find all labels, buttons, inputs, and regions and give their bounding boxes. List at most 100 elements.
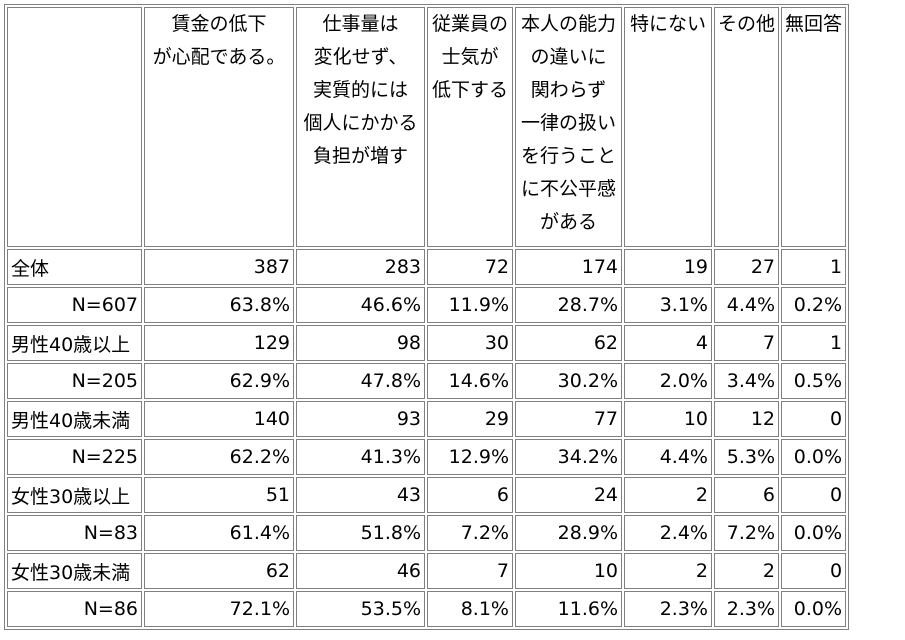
header-cell-unfairness: 本人の能力 の違いに 関わらず 一律の扱い を行うこと に不公平感 がある [515,7,622,247]
count-cell: 93 [296,401,425,437]
percent-cell: 0.0% [781,439,847,475]
percent-cell: 7.2% [427,515,513,551]
count-cell: 0 [781,477,847,513]
count-cell: 77 [515,401,622,437]
count-cell: 129 [144,325,294,361]
percent-cell: 61.4% [144,515,294,551]
count-cell: 43 [296,477,425,513]
sample-size-label: N=225 [7,439,142,475]
group-label: 女性30歳未満 [7,553,142,589]
table-row: 女性30歳以上 51 43 6 24 2 6 0 [7,477,847,513]
count-cell: 0 [781,553,847,589]
count-cell: 46 [296,553,425,589]
table-row: N=607 63.8% 46.6% 11.9% 28.7% 3.1% 4.4% 0.2% [7,287,847,323]
percent-cell: 7.2% [714,515,780,551]
percent-cell: 5.3% [714,439,780,475]
table-row: 女性30歳未満 62 46 7 10 2 2 0 [7,553,847,589]
count-cell: 140 [144,401,294,437]
percent-cell: 3.1% [624,287,712,323]
count-cell: 1 [781,325,847,361]
count-cell: 98 [296,325,425,361]
percent-cell: 8.1% [427,591,513,627]
count-cell: 0 [781,401,847,437]
table-row: N=205 62.9% 47.8% 14.6% 30.2% 2.0% 3.4% 0.5% [7,363,847,399]
percent-cell: 63.8% [144,287,294,323]
header-cell-workload: 仕事量は 変化せず、 実質的には 個人にかかる 負担が増す [296,7,425,247]
count-cell: 10 [624,401,712,437]
count-cell: 4 [624,325,712,361]
group-label: 男性40歳以上 [7,325,142,361]
count-cell: 2 [714,553,780,589]
percent-cell: 62.9% [144,363,294,399]
table-row: 男性40歳以上 129 98 30 62 4 7 1 [7,325,847,361]
group-label: 全体 [7,249,142,285]
header-line: 負担が増す [312,145,408,167]
header-line: 関わらず [530,79,607,101]
percent-cell: 4.4% [714,287,780,323]
count-cell: 72 [427,249,513,285]
header-line: がある [539,211,597,233]
count-cell: 6 [714,477,780,513]
sample-size-label: N=86 [7,591,142,627]
count-cell: 29 [427,401,513,437]
header-cell-morale: 従業員の 士気が 低下する [427,7,513,247]
count-cell: 19 [624,249,712,285]
header-cell-nothing: 特にない [624,7,712,247]
sample-size-label: N=83 [7,515,142,551]
count-cell: 27 [714,249,780,285]
header-cell-blank [7,7,142,247]
count-cell: 62 [515,325,622,361]
percent-cell: 28.7% [515,287,622,323]
header-line: 本人の能力 [520,13,616,35]
percent-cell: 34.2% [515,439,622,475]
header-line: 一律の扱い [520,112,616,134]
table-body: 全体 387 283 72 174 19 27 1 N=607 63.8% 46.6% 11.9% 28… [7,249,847,627]
header-line: 無回答 [785,13,843,35]
header-cell-no-answer: 無回答 [781,7,847,247]
count-cell: 174 [515,249,622,285]
percent-cell: 11.6% [515,591,622,627]
count-cell: 51 [144,477,294,513]
header-cell-other: その他 [714,7,780,247]
header-line: 個人にかかる [303,112,418,134]
survey-results-table: 賃金の低下 が心配である。 仕事量は 変化せず、 実質的には 個人にかかる 負担… [4,4,850,630]
count-cell: 2 [624,553,712,589]
group-label: 女性30歳以上 [7,477,142,513]
count-cell: 10 [515,553,622,589]
percent-cell: 2.4% [624,515,712,551]
percent-cell: 62.2% [144,439,294,475]
count-cell: 30 [427,325,513,361]
count-cell: 24 [515,477,622,513]
percent-cell: 53.5% [296,591,425,627]
sample-size-label: N=607 [7,287,142,323]
percent-cell: 30.2% [515,363,622,399]
table-row: 全体 387 283 72 174 19 27 1 [7,249,847,285]
header-line: 仕事量は [322,13,399,35]
header-line: を行うこと [520,145,616,167]
sample-size-label: N=205 [7,363,142,399]
percent-cell: 3.4% [714,363,780,399]
percent-cell: 0.0% [781,591,847,627]
percent-cell: 2.3% [624,591,712,627]
count-cell: 7 [427,553,513,589]
percent-cell: 41.3% [296,439,425,475]
percent-cell: 2.0% [624,363,712,399]
table-row: N=83 61.4% 51.8% 7.2% 28.9% 2.4% 7.2% 0.0% [7,515,847,551]
percent-cell: 12.9% [427,439,513,475]
count-cell: 7 [714,325,780,361]
header-line: が心配である。 [152,46,286,68]
percent-cell: 28.9% [515,515,622,551]
count-cell: 2 [624,477,712,513]
header-cell-wage-decline: 賃金の低下 が心配である。 [144,7,294,247]
header-line: 士気が [441,46,499,68]
header-line: 実質的には [312,79,408,101]
header-row: 賃金の低下 が心配である。 仕事量は 変化せず、 実質的には 個人にかかる 負担… [7,7,847,247]
table-row: N=86 72.1% 53.5% 8.1% 11.6% 2.3% 2.3% 0.0% [7,591,847,627]
header-line: に不公平感 [520,178,616,200]
percent-cell: 0.2% [781,287,847,323]
header-line: 賃金の低下 [171,13,267,35]
percent-cell: 0.0% [781,515,847,551]
count-cell: 6 [427,477,513,513]
percent-cell: 0.5% [781,363,847,399]
header-line: の違いに [530,46,607,68]
